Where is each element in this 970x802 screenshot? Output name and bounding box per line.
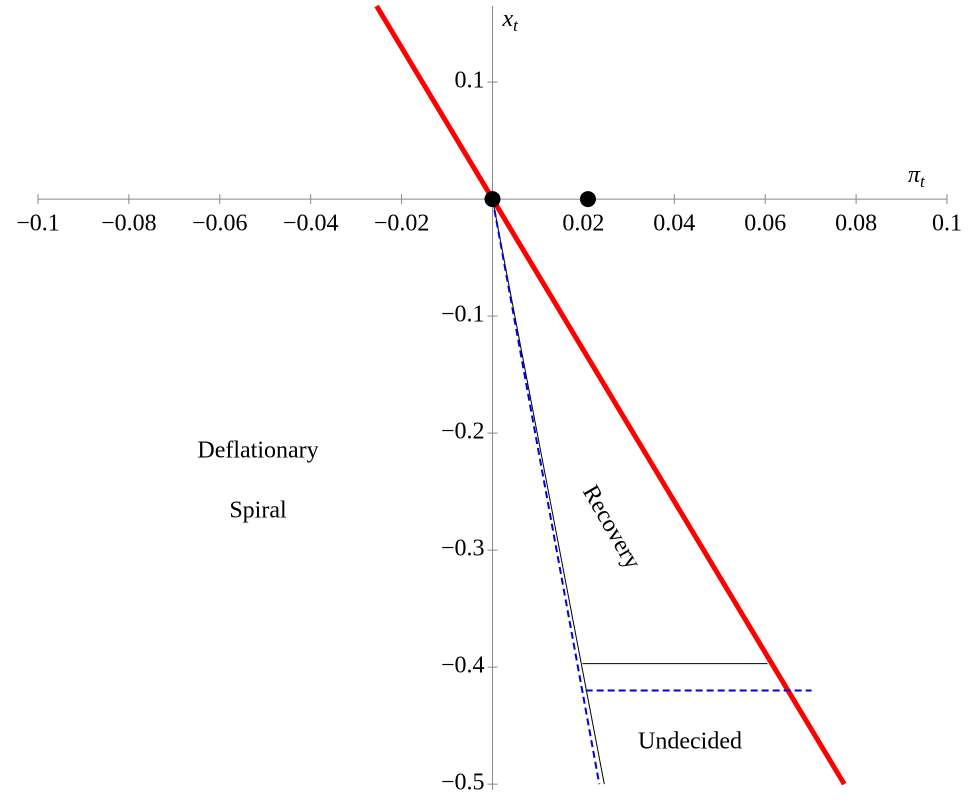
x-tick-label: −0.1 — [16, 211, 60, 237]
x-axis-label-base: π — [908, 162, 921, 188]
x-axis-label: πt — [908, 162, 926, 191]
annotation: Deflationary — [197, 438, 318, 464]
x-tick-label: 0.04 — [653, 211, 695, 237]
annotation: Undecided — [638, 729, 742, 755]
x-tick-label: −0.02 — [374, 211, 430, 237]
line-series — [491, 198, 601, 785]
annotation: Spiral — [229, 498, 287, 524]
x-tick-label: 0.08 — [835, 211, 877, 237]
x-axis-label-sub: t — [920, 172, 926, 191]
y-tick-label: −0.4 — [441, 653, 485, 679]
y-axis-label: xt — [502, 6, 520, 35]
x-tick-label: −0.04 — [283, 211, 339, 237]
y-tick-label: 0.1 — [455, 68, 485, 94]
annotation: Recovery — [577, 481, 646, 574]
y-tick-label: −0.3 — [441, 536, 485, 562]
y-tick-label: −0.1 — [441, 302, 485, 328]
y-axis-label-base: x — [502, 6, 514, 32]
x-tick-label: 0.1 — [932, 211, 962, 237]
x-tick-label: −0.08 — [101, 211, 157, 237]
y-tick-label: −0.2 — [441, 419, 485, 445]
point — [484, 191, 501, 208]
y-tick-label: −0.5 — [441, 770, 485, 796]
line-series — [374, 4, 847, 786]
y-axis-label-sub: t — [513, 16, 519, 35]
x-tick-label: 0.02 — [562, 211, 604, 237]
x-tick-label: −0.06 — [192, 211, 248, 237]
point — [579, 191, 596, 208]
x-tick-label: 0.06 — [744, 211, 786, 237]
